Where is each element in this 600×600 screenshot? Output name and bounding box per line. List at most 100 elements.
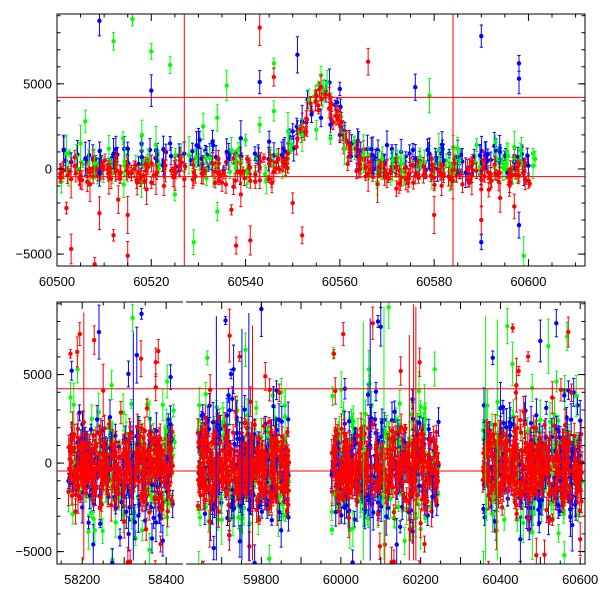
data-point-red (466, 180, 472, 186)
data-point-red (92, 262, 97, 266)
data-point-red (460, 182, 465, 187)
data-point-red (223, 182, 229, 187)
data-point-green (111, 39, 116, 44)
data-point-green (518, 148, 523, 153)
data-point-blue (425, 147, 430, 153)
data-point-blue (168, 374, 173, 380)
data-point-green (130, 16, 135, 22)
data-point-red (229, 207, 234, 213)
data-point-red (125, 212, 130, 218)
data-point-green (100, 528, 105, 534)
data-point-red (322, 92, 328, 97)
data-point-red (388, 167, 393, 173)
data-point-red (480, 166, 485, 171)
data-point-red (97, 505, 103, 511)
data-point-blue (526, 163, 531, 168)
data-point-red (73, 509, 78, 514)
data-point-red (66, 489, 71, 494)
data-point-red (129, 170, 134, 176)
data-point-red (102, 158, 108, 163)
top-panel: 60500 60520 60540 60560 60580 60600 −5000 0 5000 (15, 13, 586, 289)
data-point-red (233, 243, 239, 248)
top-y-tick-label: −5000 (15, 247, 52, 262)
data-point-green (120, 136, 126, 141)
top-axes-frame (56, 13, 586, 267)
data-point-blue (516, 222, 522, 228)
data-point-red (375, 182, 380, 187)
data-point-green (204, 176, 209, 181)
data-point-red (257, 165, 262, 170)
data-point-red (489, 178, 494, 183)
top-x-tick-label: 60520 (133, 274, 169, 289)
data-point-blue (149, 536, 155, 541)
data-point-green (532, 156, 538, 161)
data-point-red (111, 233, 116, 238)
data-point-green (289, 142, 294, 147)
data-point-blue (86, 520, 91, 525)
data-point-red (441, 171, 446, 177)
data-point-red (99, 502, 104, 507)
data-point-red (90, 476, 95, 481)
data-point-blue (91, 542, 96, 547)
data-point-green (474, 142, 479, 148)
data-point-red (212, 169, 218, 174)
data-point-green (500, 160, 505, 166)
data-point-green (224, 83, 229, 88)
data-point-green (271, 61, 277, 66)
data-point-red (513, 172, 518, 177)
data-point-red (365, 171, 371, 177)
data-point-red (68, 176, 74, 182)
top-y-tick-label: 0 (45, 161, 52, 176)
data-point-green (88, 510, 94, 515)
data-point-red (261, 155, 267, 161)
data-point-red (68, 351, 73, 357)
data-point-green (140, 528, 145, 533)
data-point-blue (139, 311, 144, 317)
data-point-blue (126, 371, 131, 377)
data-point-red (523, 163, 528, 168)
top-x-tick-label: 60540 (227, 274, 263, 289)
data-point-red (248, 238, 253, 243)
data-point-blue (516, 76, 522, 81)
data-point-blue (224, 149, 229, 155)
data-point-blue (238, 136, 244, 141)
data-point-green (116, 496, 122, 501)
bottom-panel: 58200 58400 59800 60000 60200 60400 60600−5000… (15, 300, 598, 587)
top-x-tick-label: 60560 (322, 274, 358, 289)
data-point-red (283, 164, 288, 169)
data-point-blue (479, 33, 484, 39)
data-point-red (238, 171, 243, 176)
data-point-green (314, 127, 319, 132)
data-point-green (153, 142, 159, 148)
data-point-red (413, 173, 418, 178)
data-point-blue (142, 518, 148, 523)
data-point-green (455, 146, 460, 151)
data-point-red (304, 117, 310, 122)
data-point-red (266, 161, 272, 167)
data-point-blue (515, 154, 521, 160)
data-point-green (167, 62, 173, 68)
data-point-red (72, 155, 77, 160)
data-point-blue (126, 531, 131, 537)
data-point-red (77, 331, 82, 337)
data-point-red (439, 183, 444, 188)
data-point-blue (407, 151, 412, 156)
data-point-green (106, 146, 112, 151)
data-point-blue (479, 239, 484, 245)
data-point-green (172, 192, 178, 197)
data-point-blue (98, 521, 103, 526)
bottom-plot-area (57, 302, 585, 564)
data-point-green (233, 165, 239, 170)
data-point-green (285, 129, 291, 134)
data-point-blue (97, 18, 102, 24)
data-point-green (160, 402, 166, 408)
data-point-red (327, 92, 332, 98)
data-point-red (474, 168, 479, 174)
data-point-red (158, 541, 163, 547)
data-point-green (512, 144, 517, 150)
data-point-blue (477, 153, 483, 158)
data-point-red (231, 184, 236, 189)
data-point-red (143, 493, 149, 499)
data-point-blue (94, 417, 100, 422)
data-point-red (87, 182, 93, 187)
